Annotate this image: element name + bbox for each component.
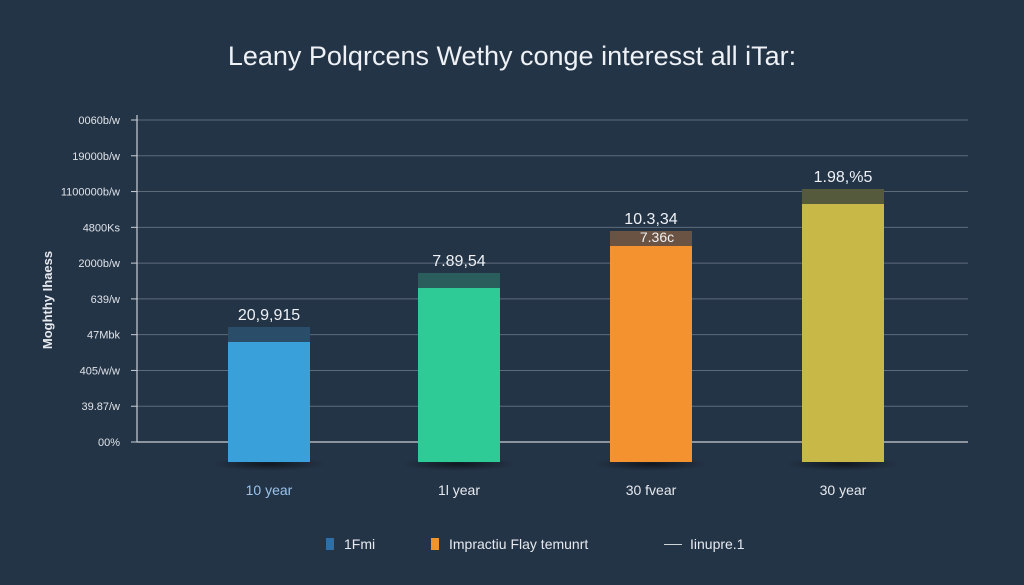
y-tick-label: 00% (98, 437, 120, 449)
bar-value-label: 1.98,%5 (814, 169, 873, 186)
bar (610, 246, 692, 462)
y-tick-label: 47Mbk (87, 330, 121, 342)
data-labels: 20,9,915 7.89,54 10.3,347.36c 1.98,%5 (238, 169, 873, 324)
chart-title: Leany Polqrcens Wethy conge interesst al… (228, 41, 796, 71)
bar-secondary-label: 7.36c (640, 229, 674, 245)
legend-swatch-1 (326, 538, 334, 550)
bar-cap (610, 231, 692, 246)
bar-cap (802, 189, 884, 204)
y-axis-ticks: 0060b/w 19000b/w 1100000b/w 4800Ks 2000b/w 63… (61, 115, 137, 449)
y-tick-label: 1100000b/w (61, 187, 120, 199)
x-axis-labels: 10 year 1l year 30 fvear 30 year (246, 482, 867, 498)
legend: 1Fmi Impractiu Flay temunrt Iinupre.1 (0, 536, 1024, 556)
x-tick-label: 30 year (820, 482, 867, 498)
x-tick-label: 30 fvear (626, 482, 677, 498)
bar-value-label: 20,9,915 (238, 307, 300, 324)
y-tick-label: 19000b/w (72, 151, 120, 163)
y-tick-label: 39.87/w (81, 401, 120, 413)
bar-cap (228, 327, 310, 342)
bar-value-label: 7.89,54 (432, 253, 485, 270)
legend-item-3: Iinupre.1 (664, 536, 744, 552)
legend-item-1: 1Fmi (326, 536, 375, 552)
bar-cap (418, 273, 500, 288)
y-tick-label: 2000b/w (78, 258, 120, 270)
y-tick-label: 405/w/w (80, 365, 120, 377)
bar (228, 342, 310, 462)
legend-line-3 (664, 543, 682, 545)
legend-label-2: Impractiu Flay temunrt (449, 536, 589, 552)
x-tick-label: 10 year (246, 482, 293, 498)
y-axis-label: Moghthy Ihaess (40, 251, 55, 349)
bars (211, 189, 901, 471)
x-tick-label: 1l year (438, 482, 480, 498)
legend-item-2: Impractiu Flay temunrt (431, 536, 588, 552)
bar (418, 288, 500, 462)
y-tick-label: 4800Ks (83, 222, 121, 234)
y-tick-label: 0060b/w (78, 115, 120, 127)
legend-label-3: Iinupre.1 (690, 536, 745, 552)
bar (802, 204, 884, 462)
bar-value-label: 10.3,34 (624, 211, 677, 228)
y-tick-label: 639/w (91, 294, 120, 306)
legend-label-1: 1Fmi (344, 536, 376, 552)
legend-swatch-2 (431, 538, 439, 550)
